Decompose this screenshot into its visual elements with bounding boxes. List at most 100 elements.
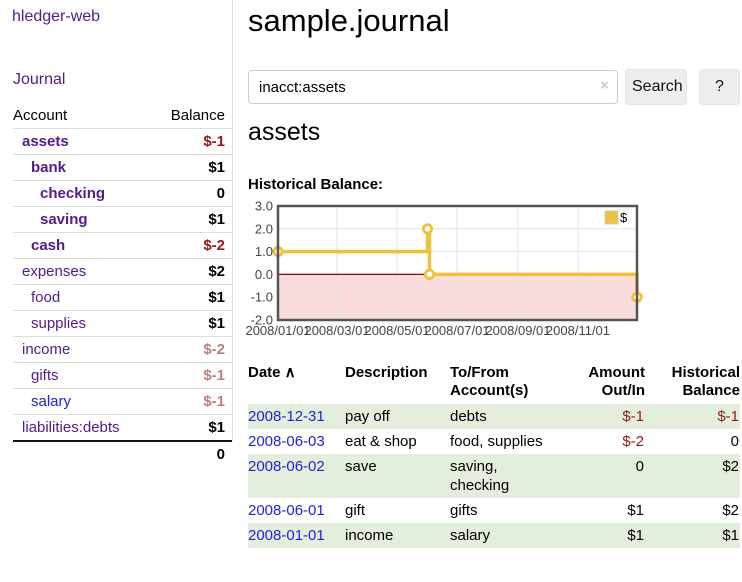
- column-header-label: Account(s): [450, 382, 529, 399]
- register-date-link[interactable]: 2008-06-02: [248, 458, 325, 475]
- svg-text:2008/09/01: 2008/09/01: [485, 323, 550, 338]
- register-amount: $-1: [622, 408, 644, 425]
- register-balance: $1: [722, 527, 739, 544]
- accounts-header-account: Account: [13, 107, 68, 124]
- accounts-table: Account Balance assets $-1 bank $1 checking 0…: [13, 103, 232, 467]
- column-header-tofrom: To/From Account(s): [450, 362, 562, 404]
- account-link[interactable]: food: [13, 284, 153, 311]
- column-header-label: Description: [345, 364, 428, 381]
- legend-swatch: [604, 210, 619, 225]
- account-row: liabilities:debts $1: [13, 414, 232, 441]
- account-row: food $1: [13, 284, 232, 311]
- register-row: 2008-06-02 save saving, checking 0 $2: [248, 454, 740, 498]
- account-balance: $-1: [152, 362, 232, 389]
- accounts-total-spacer: [13, 440, 153, 467]
- account-row: bank $1: [13, 154, 232, 181]
- clear-search-icon[interactable]: ×: [600, 77, 609, 94]
- column-header-amount: Amount Out/In: [562, 362, 645, 404]
- svg-text:2008/01/01: 2008/01/01: [245, 323, 310, 338]
- register-row: 2008-12-31 pay off debts $-1 $-1: [248, 404, 740, 429]
- svg-text:0.0: 0.0: [255, 267, 273, 282]
- account-row: salary $-1: [13, 388, 232, 415]
- account-link[interactable]: salary: [13, 388, 153, 415]
- account-balance: $2: [152, 258, 232, 285]
- search-input[interactable]: [248, 70, 618, 104]
- register-amount: $1: [627, 527, 644, 544]
- sidebar-item-journal[interactable]: Journal: [13, 71, 66, 88]
- account-row: expenses $2: [13, 258, 232, 285]
- register-date-link[interactable]: 2008-06-01: [248, 502, 325, 519]
- account-link[interactable]: cash: [13, 232, 153, 259]
- register-amount: $-2: [622, 433, 644, 450]
- account-row: supplies $1: [13, 310, 232, 337]
- register-accounts: saving, checking: [450, 458, 510, 494]
- register-balance: $-1: [717, 408, 739, 425]
- register-description: eat & shop: [345, 433, 417, 450]
- register-accounts: gifts: [450, 502, 478, 519]
- sort-asc-icon[interactable]: ∧: [280, 364, 296, 381]
- account-balance: $1: [152, 206, 232, 233]
- account-link[interactable]: supplies: [13, 310, 153, 337]
- svg-text:-2.0: -2.0: [251, 313, 273, 328]
- account-link[interactable]: checking: [13, 180, 153, 207]
- account-link[interactable]: gifts: [13, 362, 153, 389]
- sidebar: hledger-web Journal Account Balance asse…: [0, 0, 233, 467]
- search-button[interactable]: Search: [625, 69, 687, 105]
- account-link[interactable]: assets: [13, 128, 153, 155]
- register-row: 2008-06-03 eat & shop food, supplies $-2 0: [248, 429, 740, 454]
- accounts-header-balance: Balance: [170, 107, 225, 124]
- account-link[interactable]: liabilities:debts: [13, 414, 153, 441]
- register-accounts: salary: [450, 527, 491, 544]
- svg-text:2008/03/01: 2008/03/01: [304, 323, 369, 338]
- svg-text:2008/11/01: 2008/11/01: [546, 323, 610, 338]
- account-link[interactable]: expenses: [13, 258, 153, 285]
- app-brand-link[interactable]: hledger-web: [12, 8, 101, 25]
- account-heading: assets: [248, 118, 321, 146]
- svg-text:1.0: 1.0: [255, 244, 273, 259]
- account-balance: $1: [152, 284, 232, 311]
- account-balance: $1: [152, 414, 232, 441]
- account-link[interactable]: bank: [13, 154, 153, 181]
- account-balance: $1: [152, 310, 232, 337]
- register-description: income: [345, 527, 394, 544]
- search-bar: ×: [248, 70, 618, 104]
- page-title: sample.journal: [248, 3, 450, 38]
- column-header-date[interactable]: Date ∧: [248, 362, 345, 404]
- register-amount: 0: [635, 458, 644, 475]
- account-row: saving $1: [13, 206, 232, 233]
- historical-balance-chart: $3.0 2.0 1.0 0.0 -1.0 -2.0 2008/01/01 2008/03/0…: [245, 198, 643, 340]
- register-date-link[interactable]: 2008-01-01: [248, 527, 325, 544]
- account-balance: $-2: [152, 336, 232, 363]
- account-balance: $1: [152, 154, 232, 181]
- legend-label: $: [620, 210, 628, 225]
- account-row: assets $-1: [13, 128, 232, 155]
- register-accounts: food, supplies: [450, 433, 543, 450]
- accounts-header-row: Account Balance: [13, 103, 232, 129]
- account-balance: 0: [152, 180, 232, 207]
- register-date-link[interactable]: 2008-06-03: [248, 433, 325, 450]
- account-link[interactable]: saving: [13, 206, 153, 233]
- column-header-description: Description: [345, 362, 450, 404]
- chart-title: Historical Balance:: [248, 176, 384, 193]
- account-row: checking 0: [13, 180, 232, 207]
- svg-text:2.0: 2.0: [255, 221, 273, 236]
- help-button[interactable]: ?: [699, 69, 740, 105]
- column-header-label: Out/In: [601, 382, 645, 399]
- account-link[interactable]: income: [13, 336, 153, 363]
- account-row: gifts $-1: [13, 362, 232, 389]
- svg-text:3.0: 3.0: [255, 199, 273, 214]
- register-row: 2008-01-01 income salary $1 $1: [248, 523, 740, 548]
- accounts-total-row: 0: [13, 440, 232, 467]
- account-row: income $-2: [13, 336, 232, 363]
- register-row: 2008-06-01 gift gifts $1 $2: [248, 498, 740, 523]
- column-header-label: Balance: [682, 382, 740, 399]
- register-description: pay off: [345, 408, 390, 425]
- svg-text:2008/07/01: 2008/07/01: [424, 323, 489, 338]
- account-balance: $-2: [152, 232, 232, 259]
- register-balance: $2: [722, 502, 739, 519]
- register-balance: $2: [722, 458, 739, 475]
- column-header-label: Historical: [671, 364, 740, 381]
- accounts-total-balance: 0: [152, 440, 232, 467]
- account-row: cash $-2: [13, 232, 232, 259]
- register-date-link[interactable]: 2008-12-31: [248, 408, 325, 425]
